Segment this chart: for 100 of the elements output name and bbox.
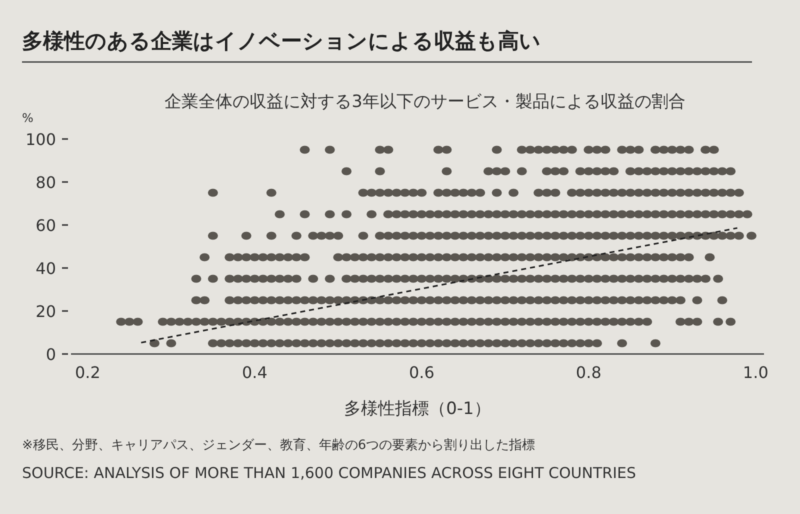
point [658,146,669,154]
point [676,274,686,283]
point [400,210,410,218]
point [492,232,502,240]
point [600,232,610,240]
point [408,296,418,304]
point [625,274,636,283]
point [408,210,418,218]
point [458,339,468,348]
point [433,296,444,304]
point [625,146,636,154]
point [291,339,302,348]
point [300,210,310,218]
point [358,274,368,283]
point [742,210,752,218]
point [525,232,536,240]
point [316,232,326,240]
point [250,296,260,304]
point [575,210,586,218]
point [324,232,335,240]
point [408,188,418,197]
point [566,146,577,154]
point [516,253,527,262]
point [241,296,252,304]
point [408,232,418,240]
point [324,146,335,154]
point [542,296,552,304]
point [291,274,302,283]
point [746,232,756,240]
point [734,188,744,197]
xtick: 0.6 [408,363,434,382]
point [717,296,728,304]
point [450,339,460,348]
point [266,274,276,283]
point [450,188,460,197]
point [717,188,728,197]
point [692,188,702,197]
point [274,296,285,304]
point [542,274,552,283]
point [676,167,686,176]
point [208,188,218,197]
point [566,339,577,348]
point [266,296,276,304]
ytick: 0 [46,345,56,364]
point [542,232,552,240]
point [300,146,310,154]
point [358,339,368,348]
point [525,253,536,262]
point [374,188,385,197]
point [600,146,610,154]
point [608,232,619,240]
point [617,253,628,262]
point [658,274,669,283]
point [516,232,527,240]
point [258,253,268,262]
point [650,210,660,218]
point [608,210,619,218]
point [575,167,586,176]
point [483,253,494,262]
point [274,274,285,283]
point [617,274,628,283]
point [650,188,660,197]
point [433,339,444,348]
point [291,232,302,240]
point [374,146,385,154]
point [483,339,494,348]
point [692,296,702,304]
point [617,232,628,240]
point [433,146,444,154]
point [684,274,694,283]
point [625,188,636,197]
point [658,188,669,197]
point [704,253,715,262]
point [608,167,619,176]
point [676,146,686,154]
point [208,339,218,348]
point [650,296,660,304]
point [608,188,619,197]
point [717,167,728,176]
point [575,274,586,283]
point [433,274,444,283]
point [684,210,694,218]
point [617,296,628,304]
point [191,296,202,304]
point [708,146,719,154]
point [700,146,711,154]
point [592,146,602,154]
point [542,146,552,154]
point [608,274,619,283]
point [650,274,660,283]
point [258,274,268,283]
point [592,232,602,240]
point [374,274,385,283]
point [566,296,577,304]
point [516,296,527,304]
point [525,339,536,348]
point [324,339,335,348]
point [500,167,510,176]
point [483,167,494,176]
point [575,296,586,304]
